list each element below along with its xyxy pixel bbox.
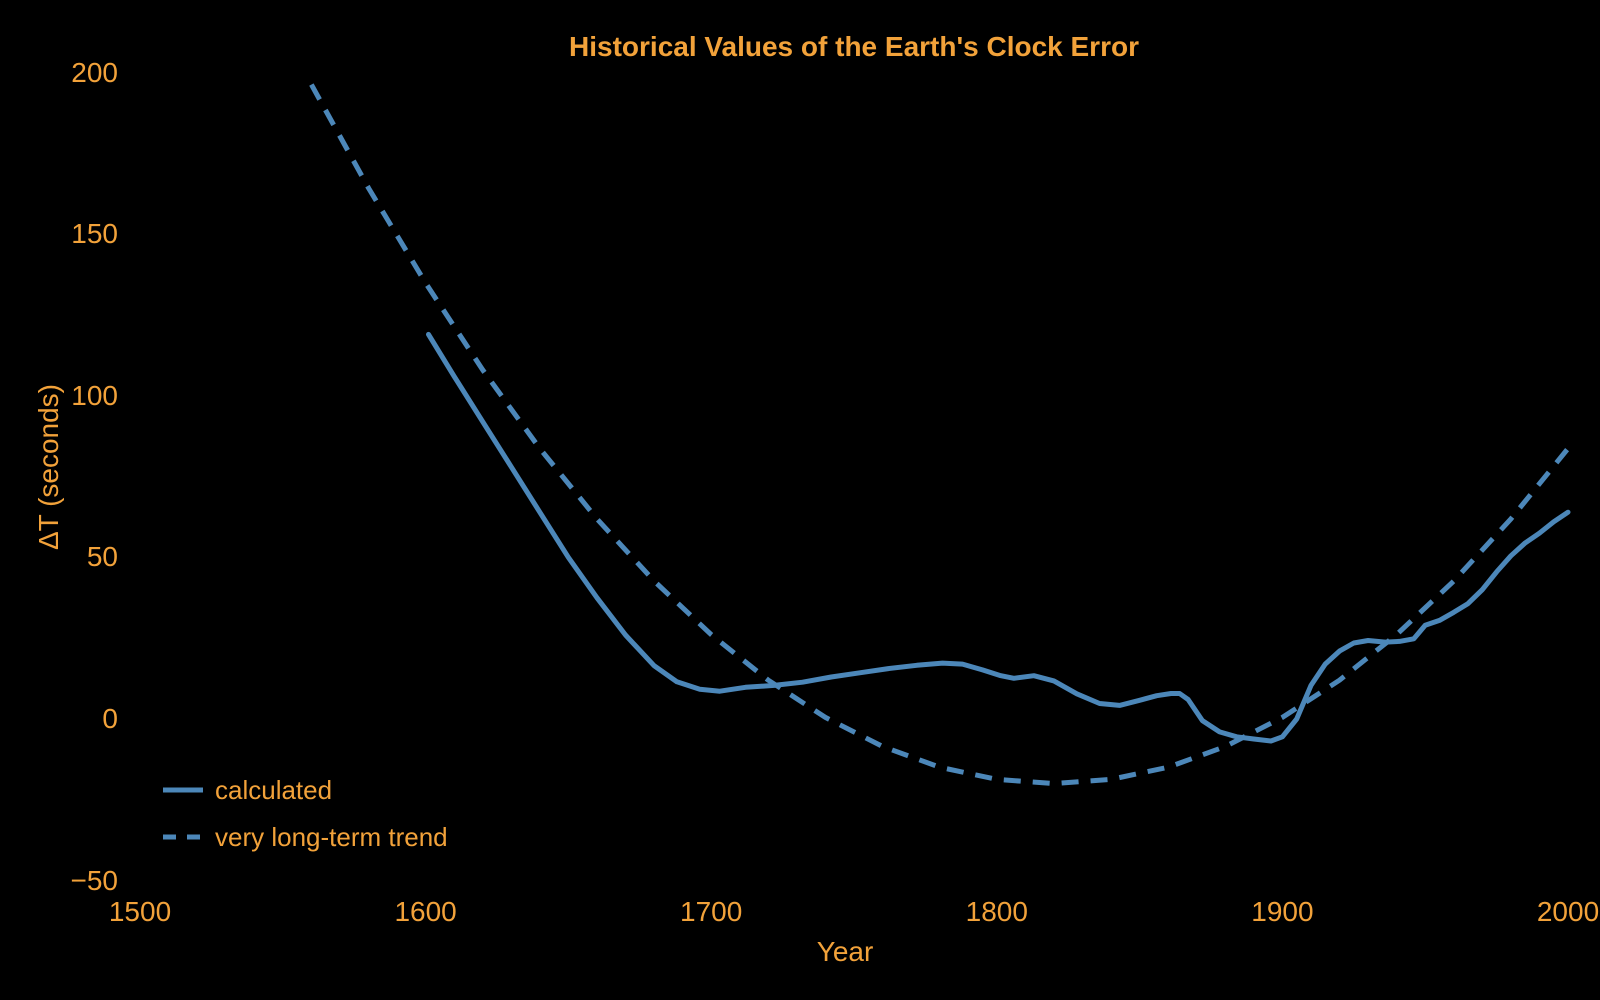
calculated-line (426, 331, 1571, 744)
dashed-line-swatch-icon (163, 834, 203, 840)
y-tick-label--50: −50 (70, 864, 119, 896)
x-axis-label: Year (816, 936, 874, 967)
x-tick-label-1900: 1900 (1251, 896, 1314, 927)
y-tick-label-100: 100 (71, 379, 118, 411)
legend-item-trend: very long-term trend (163, 823, 448, 851)
x-tick-label-1600: 1600 (394, 896, 457, 927)
trend-line (309, 83, 1570, 787)
y-tick-label-0: 0 (102, 703, 118, 734)
chart-title: Historical Values of the Earth's Clock E… (569, 31, 1139, 62)
x-tick-label-2000: 2000 (1536, 896, 1600, 927)
legend: calculated very long-term trend (163, 776, 448, 851)
legend-label-trend: very long-term trend (215, 822, 448, 852)
legend-item-calculated: calculated (163, 776, 448, 804)
legend-label-calculated: calculated (215, 775, 333, 805)
x-tick-label-1700: 1700 (680, 896, 743, 927)
x-tick-label-1800: 1800 (965, 896, 1028, 927)
y-tick-label-150: 150 (71, 218, 118, 250)
y-tick-label-200: 200 (71, 56, 118, 88)
x-tick-label-1500: 1500 (108, 896, 172, 927)
y-tick-label-50: 50 (86, 541, 118, 573)
solid-line-swatch-icon (163, 787, 203, 793)
